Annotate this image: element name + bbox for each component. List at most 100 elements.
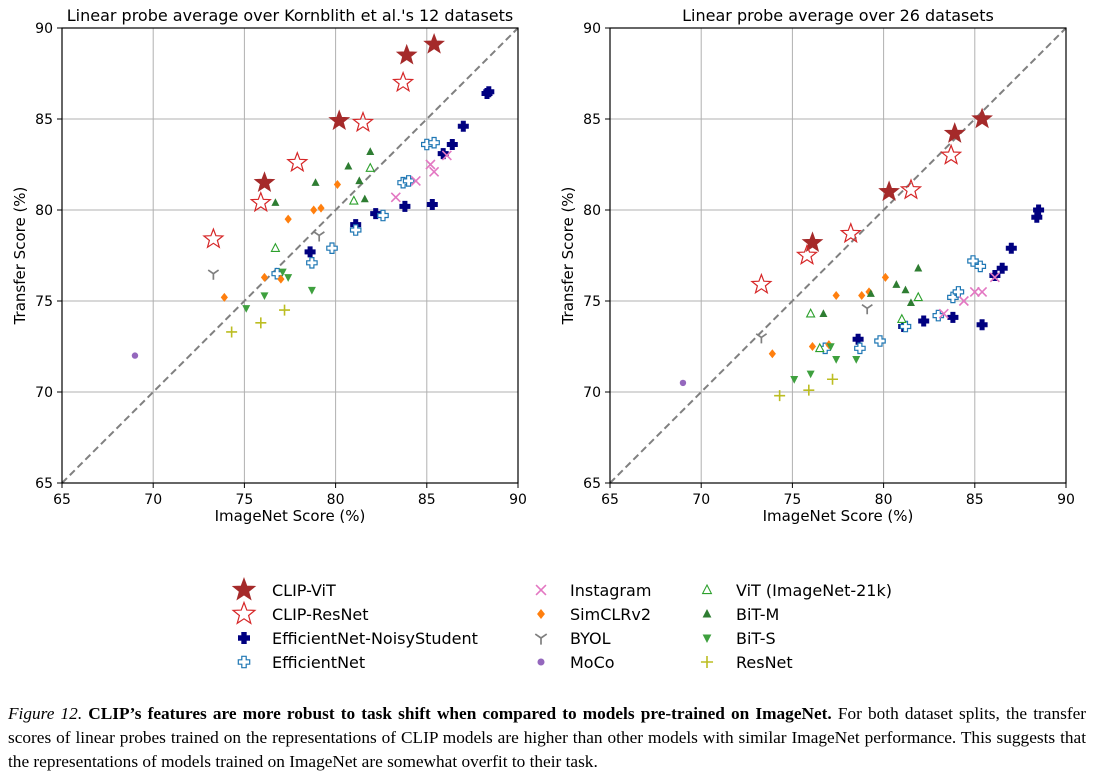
left-point-simclrv2: [284, 214, 292, 224]
right-series-resnet: [774, 373, 839, 402]
legend-item-resnet: ResNet: [700, 653, 793, 672]
left-point-efficientnet: [306, 257, 318, 269]
legend-item-moco: MoCo: [537, 653, 615, 672]
right-point-efficientnet-noisystudent: [976, 319, 988, 331]
legend-marker-bit-s: [702, 634, 712, 643]
legend-item-byol: BYOL: [534, 629, 611, 648]
right-point-efficientnet-noisystudent: [1033, 204, 1045, 216]
left-point-efficientnet-noisystudent: [446, 139, 458, 150]
right-point-vit-imagenet-21k: [913, 291, 924, 302]
left-y-tick-label: 65: [35, 476, 53, 492]
right-point-efficientnet: [854, 342, 866, 355]
legend-label: EfficientNet: [272, 653, 365, 672]
left-point-efficientnet-noisystudent: [370, 208, 382, 220]
left-point-instagram: [410, 175, 421, 186]
left-point-bit-m: [355, 176, 364, 185]
legend-item-bit-m: BiT-M: [702, 605, 779, 624]
right-point-bit-s: [826, 343, 835, 351]
right-x-tick-label: 85: [966, 492, 984, 508]
left-point-instagram: [390, 192, 401, 203]
left-point-bit-m: [360, 194, 369, 203]
left-point-vit-imagenet-21k: [270, 242, 281, 252]
left-point-byol: [313, 231, 325, 242]
legend-item-clip-vit: CLIP-ViT: [231, 577, 336, 601]
right-series-bit-s: [790, 343, 861, 384]
legend-marker-moco: [537, 658, 545, 666]
left-y-axis-label: Transfer Score (%): [11, 187, 29, 326]
legend-label: SimCLRv2: [570, 605, 651, 624]
left-point-resnet: [255, 317, 267, 329]
right-x-tick-label: 75: [783, 492, 801, 508]
left-point-clip-resnet: [351, 110, 375, 133]
right-point-byol: [861, 303, 873, 315]
left-series-bit-m: [271, 147, 375, 206]
legend-item-efficientnet-noisystudent: EfficientNet-NoisyStudent: [238, 629, 478, 648]
legend-label: EfficientNet-NoisyStudent: [272, 629, 478, 648]
left-point-clip-resnet: [286, 151, 309, 173]
right-point-clip-vit: [878, 180, 900, 202]
right-point-instagram: [938, 308, 949, 319]
left-point-simclrv2: [333, 180, 342, 190]
right-series-byol: [755, 303, 873, 344]
legend-label: BiT-M: [736, 605, 779, 624]
right-point-efficientnet: [974, 260, 987, 273]
legend-label: CLIP-ViT: [272, 581, 336, 600]
left-series-efficientnet: [271, 136, 440, 280]
right-point-clip-resnet: [795, 243, 819, 265]
legend-item-instagram: Instagram: [535, 581, 651, 600]
left-point-simclrv2: [310, 205, 318, 215]
right-point-instagram: [958, 295, 969, 307]
left-point-efficientnet-noisystudent: [399, 200, 411, 212]
right-series-vit-imagenet-21k: [805, 291, 924, 353]
legend-label: BiT-S: [736, 629, 776, 648]
left-plot-title: Linear probe average over Kornblith et a…: [67, 6, 514, 25]
left-series-simclrv2: [220, 180, 342, 302]
right-point-efficientnet-noisystudent: [1005, 242, 1017, 254]
right-point-byol: [755, 333, 768, 344]
left-point-clip-resnet: [391, 70, 415, 93]
right-point-instagram: [969, 286, 980, 297]
left-point-simclrv2: [220, 292, 228, 302]
legend-marker-efficientnet-noisystudent: [238, 631, 250, 644]
legend-item-vit-imagenet-21k: ViT (ImageNet-21k): [701, 581, 892, 600]
left-y-tick-label: 75: [35, 294, 53, 310]
right-point-clip-resnet: [750, 272, 773, 295]
right-point-instagram: [989, 272, 1000, 283]
left-x-tick-label: 75: [235, 492, 253, 508]
left-point-vit-imagenet-21k: [365, 162, 376, 172]
left-x-tick-label: 70: [144, 492, 162, 508]
left-point-bit-m: [271, 198, 280, 206]
left-point-resnet: [226, 326, 238, 338]
right-point-clip-vit: [971, 107, 993, 129]
right-point-simclrv2: [768, 349, 776, 359]
right-point-efficientnet: [947, 291, 959, 304]
caption-figure-label: Figure 12.: [8, 704, 83, 723]
left-point-efficientnet-noisystudent: [437, 148, 449, 160]
right-point-moco: [679, 379, 687, 387]
figure-caption: Figure 12. CLIP’s features are more robu…: [8, 702, 1086, 774]
right-point-bit-m: [892, 280, 901, 288]
left-point-moco: [131, 352, 139, 359]
right-diagonal-line: [609, 27, 1067, 484]
right-point-efficientnet-noisystudent: [996, 262, 1008, 274]
left-x-tick-label: 90: [509, 492, 527, 508]
left-series-clip-vit: [253, 32, 445, 192]
left-point-simclrv2: [317, 203, 325, 213]
right-point-bit-s: [832, 356, 841, 364]
left-point-clip-vit: [253, 171, 276, 192]
right-plot-frame: [609, 27, 1067, 484]
right-point-clip-resnet: [899, 178, 923, 200]
right-point-bit-m: [866, 289, 875, 297]
left-point-efficientnet-noisystudent: [457, 120, 469, 132]
right-y-tick-label: 65: [583, 476, 601, 492]
left-series-byol: [207, 231, 325, 280]
left-y-tick-label: 90: [35, 21, 53, 37]
right-point-resnet: [803, 384, 815, 396]
right-point-resnet: [774, 390, 786, 402]
left-point-instagram: [441, 150, 452, 161]
left-point-clip-vit: [395, 43, 418, 65]
left-point-clip-vit: [423, 32, 445, 54]
right-series-clip-vit: [801, 107, 993, 253]
left-point-bit-s: [278, 268, 287, 277]
right-x-tick-label: 65: [601, 492, 619, 508]
